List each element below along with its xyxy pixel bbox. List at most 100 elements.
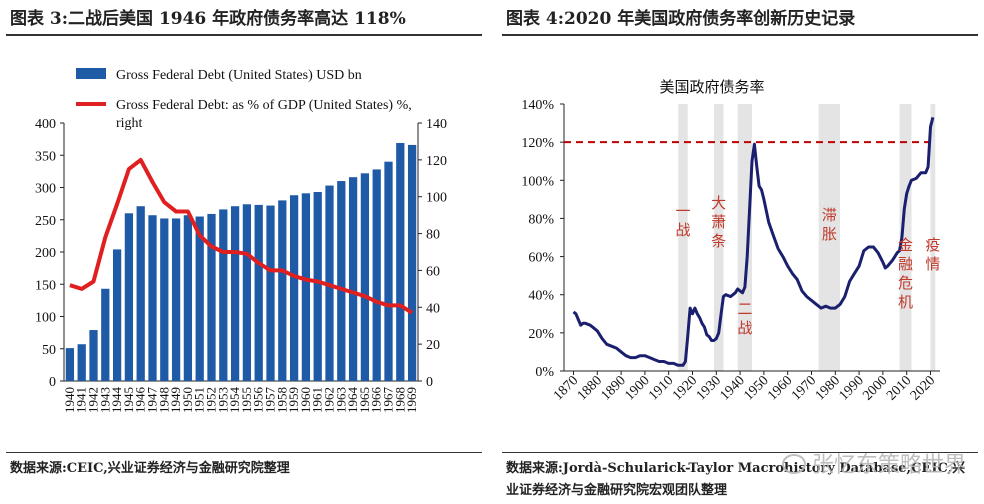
- x-tick-label: 1950: [741, 373, 771, 403]
- period-label-char: 一: [675, 204, 690, 220]
- debt-bar: [254, 204, 263, 381]
- right-chart: 美国政府债务率 0% 20% 40% 60% 80% 100% 120% 140% 1870188…: [521, 79, 940, 404]
- legend-bar-label: Gross Federal Debt (United States) USD b…: [116, 68, 362, 83]
- shaded-period: [930, 104, 936, 371]
- debt-bar: [136, 206, 145, 381]
- right-y-tick-label: 140: [426, 117, 447, 132]
- period-label-char: 机: [898, 294, 913, 311]
- left-chart: 0 50 100 150 200 250 300 350 400 0 20 40 60 80 100 120 1…: [35, 68, 447, 414]
- x-tick-label: 1948: [156, 387, 171, 413]
- x-tick-label: 1980: [813, 373, 843, 403]
- left-figure-title: 图表 3:二战后美国 1946 年政府债务率高达 118%: [10, 9, 406, 29]
- x-tick-label: 2010: [884, 373, 914, 403]
- debt-bar: [77, 344, 86, 381]
- x-tick-label: 1965: [357, 387, 372, 413]
- right-source-note: 数据来源:Jordà-Schularick-Taylor Macrohistor…: [506, 461, 966, 498]
- x-tick-label: 1941: [74, 387, 89, 413]
- x-tick-label: 1890: [599, 373, 629, 403]
- debt-bar: [360, 173, 370, 381]
- x-tick-label: 2000: [860, 373, 890, 403]
- left-y-tick-label: 350: [35, 149, 56, 164]
- x-tick-label: 1960: [765, 373, 795, 403]
- right-y-tick-label: 60: [426, 264, 440, 279]
- x-tick-label: 1958: [274, 387, 289, 413]
- x-tick-label: 1880: [575, 373, 605, 403]
- debt-bar: [183, 215, 193, 381]
- debt-bar: [101, 288, 110, 381]
- legend-line-label-cont: right: [116, 116, 143, 131]
- debt-bar: [207, 213, 216, 381]
- debt-bar: [301, 193, 311, 381]
- debt-bar: [148, 215, 157, 381]
- right-y-tick-label: 0: [426, 375, 433, 390]
- x-tick-label: 1969: [404, 387, 419, 413]
- x-tick-label: 1959: [286, 387, 301, 413]
- left-y-tick-label: 0: [49, 375, 56, 390]
- right-y-tick-label: 100: [426, 191, 447, 206]
- debt-bar: [396, 142, 405, 381]
- debt-bar: [230, 206, 240, 381]
- debt-bar: [266, 205, 275, 381]
- debt-bar: [337, 181, 346, 381]
- period-label-char: 战: [675, 222, 690, 239]
- y-tick-label: 40%: [528, 289, 554, 304]
- x-tick-label: 1946: [133, 387, 148, 414]
- period-label-char: 条: [711, 233, 726, 250]
- debt-bar: [289, 195, 299, 381]
- period-label-char: 危: [898, 275, 913, 292]
- y-tick-label: 0%: [535, 365, 554, 380]
- x-tick-label: 1964: [345, 387, 360, 414]
- debt-bar: [195, 216, 204, 381]
- y-tick-label: 20%: [528, 327, 554, 342]
- watermark-text: 张忆东策略世界: [811, 453, 966, 478]
- left-y-tick-label: 200: [35, 246, 56, 261]
- period-label-char: 二: [737, 302, 752, 318]
- x-tick-label: 1944: [109, 387, 124, 414]
- right-source-rule: [502, 452, 978, 453]
- x-tick-label: 1942: [86, 387, 101, 413]
- debt-bar: [160, 218, 169, 381]
- x-tick-label: 1966: [369, 387, 384, 414]
- period-label-char: 滞: [822, 207, 837, 224]
- x-tick-label: 1940: [718, 373, 748, 403]
- right-y-tick-label: 120: [426, 154, 447, 169]
- x-tick-label: 1950: [180, 387, 195, 413]
- x-tick-label: 1963: [333, 387, 348, 413]
- shaded-period: [678, 104, 688, 371]
- right-figure-title: 图表 4:2020 年美国政府债务率创新历史记录: [506, 9, 856, 29]
- period-label-char: 萧: [711, 214, 726, 231]
- debt-bar: [278, 200, 287, 381]
- y-tick-label: 60%: [528, 251, 554, 266]
- x-tick-label: 1920: [670, 373, 700, 403]
- left-source-rule: [6, 452, 482, 453]
- x-tick-label: 1940: [62, 387, 77, 413]
- shaded-period: [899, 104, 912, 371]
- debt-ratio-line: [572, 117, 935, 367]
- right-title-rule: [502, 34, 978, 36]
- period-label-char: 情: [925, 256, 940, 273]
- x-tick-label: 1957: [263, 387, 278, 414]
- x-tick-label: 1953: [215, 387, 230, 413]
- debt-bar: [384, 161, 393, 381]
- period-label-char: 融: [898, 256, 913, 273]
- y-tick-label: 140%: [521, 98, 554, 113]
- left-y-tick-label: 250: [35, 214, 56, 229]
- x-tick-label: 1962: [322, 387, 337, 413]
- left-title-rule: [6, 34, 482, 36]
- x-tick-label: 1968: [392, 387, 407, 413]
- debt-bar: [171, 218, 181, 381]
- debt-bar: [242, 204, 252, 381]
- period-label-char: 胀: [822, 226, 837, 243]
- y-tick-label: 120%: [521, 136, 554, 151]
- right-y-tick-label: 80: [426, 228, 440, 243]
- right-y-tick-label: 20: [426, 338, 440, 353]
- left-y-tick-label: 300: [35, 182, 56, 197]
- x-tick-label: 1952: [204, 387, 219, 413]
- x-tick-label: 1910: [646, 373, 676, 403]
- debt-bar: [372, 169, 381, 381]
- debt-bar: [112, 249, 122, 381]
- x-tick-label: 1870: [551, 373, 581, 403]
- x-tick-label: 1930: [694, 373, 724, 403]
- x-tick-label: 1960: [298, 387, 313, 413]
- debt-bar: [219, 209, 228, 381]
